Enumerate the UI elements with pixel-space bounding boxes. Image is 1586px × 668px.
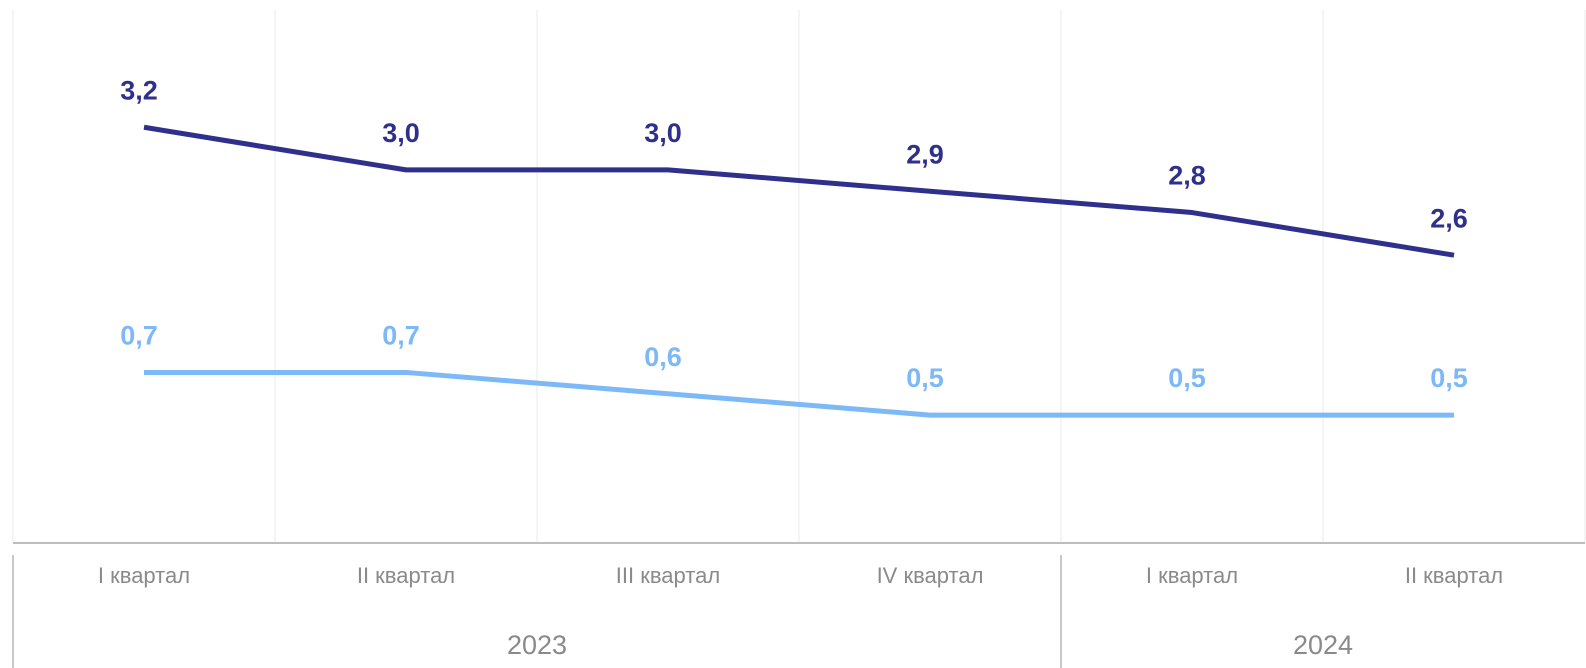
data-label: 3,0 bbox=[382, 118, 420, 148]
x-tick-label: III квартал bbox=[616, 563, 720, 588]
x-tick-label: II квартал bbox=[357, 563, 455, 588]
data-label: 3,0 bbox=[644, 118, 682, 148]
x-tick-label: I квартал bbox=[1146, 563, 1238, 588]
data-label: 0,5 bbox=[1168, 363, 1206, 393]
data-label: 2,8 bbox=[1168, 161, 1206, 191]
x-tick-label: IV квартал bbox=[877, 563, 984, 588]
group-label: 2024 bbox=[1293, 630, 1353, 660]
group-label: 2023 bbox=[507, 630, 567, 660]
data-label: 0,6 bbox=[644, 342, 682, 372]
x-tick-label: I квартал bbox=[98, 563, 190, 588]
data-label: 0,7 bbox=[120, 321, 158, 351]
data-label: 0,5 bbox=[906, 363, 944, 393]
data-label: 3,2 bbox=[120, 75, 158, 105]
data-label: 0,7 bbox=[382, 321, 420, 351]
data-label: 0,5 bbox=[1430, 363, 1468, 393]
x-tick-label: II квартал bbox=[1405, 563, 1503, 588]
data-label: 2,6 bbox=[1430, 203, 1468, 233]
series-line bbox=[143, 124, 1455, 258]
series-line bbox=[144, 369, 1454, 418]
data-label: 2,9 bbox=[906, 139, 944, 169]
